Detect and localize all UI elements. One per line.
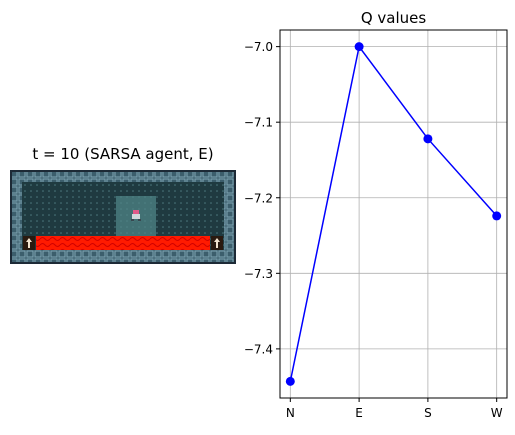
plot-area-frame (279, 29, 508, 399)
goal-tile-icon (211, 236, 223, 250)
env-title: t = 10 (SARSA agent, E) (32, 145, 214, 163)
gridworld-render (10, 170, 236, 264)
series-group (285, 42, 502, 386)
y-tick-label: −7.0 (244, 40, 273, 54)
y-tick-label: −7.1 (244, 116, 273, 130)
data-point-s (423, 134, 433, 144)
axis-ticks: N E S W −7.4 −7.3 −7.2 −7.1 −7.0 (244, 40, 503, 420)
data-point-e (354, 42, 364, 52)
y-tick-label: −7.2 (244, 191, 273, 205)
grid-lines (280, 30, 507, 398)
agent-icon (131, 210, 141, 221)
data-point-w (492, 211, 502, 221)
x-tick-label: N (286, 406, 295, 420)
data-point-n (285, 376, 295, 386)
y-tick-label: −7.3 (244, 267, 273, 281)
x-tick-label: W (491, 406, 503, 420)
x-tick-label: S (424, 406, 432, 420)
start-tile-icon (23, 236, 35, 250)
series-line (289, 44, 498, 382)
y-tick-label: −7.4 (244, 342, 273, 356)
lava-strip (36, 236, 210, 250)
x-tick-label: E (355, 406, 363, 420)
chart-title: Q values (361, 9, 427, 27)
